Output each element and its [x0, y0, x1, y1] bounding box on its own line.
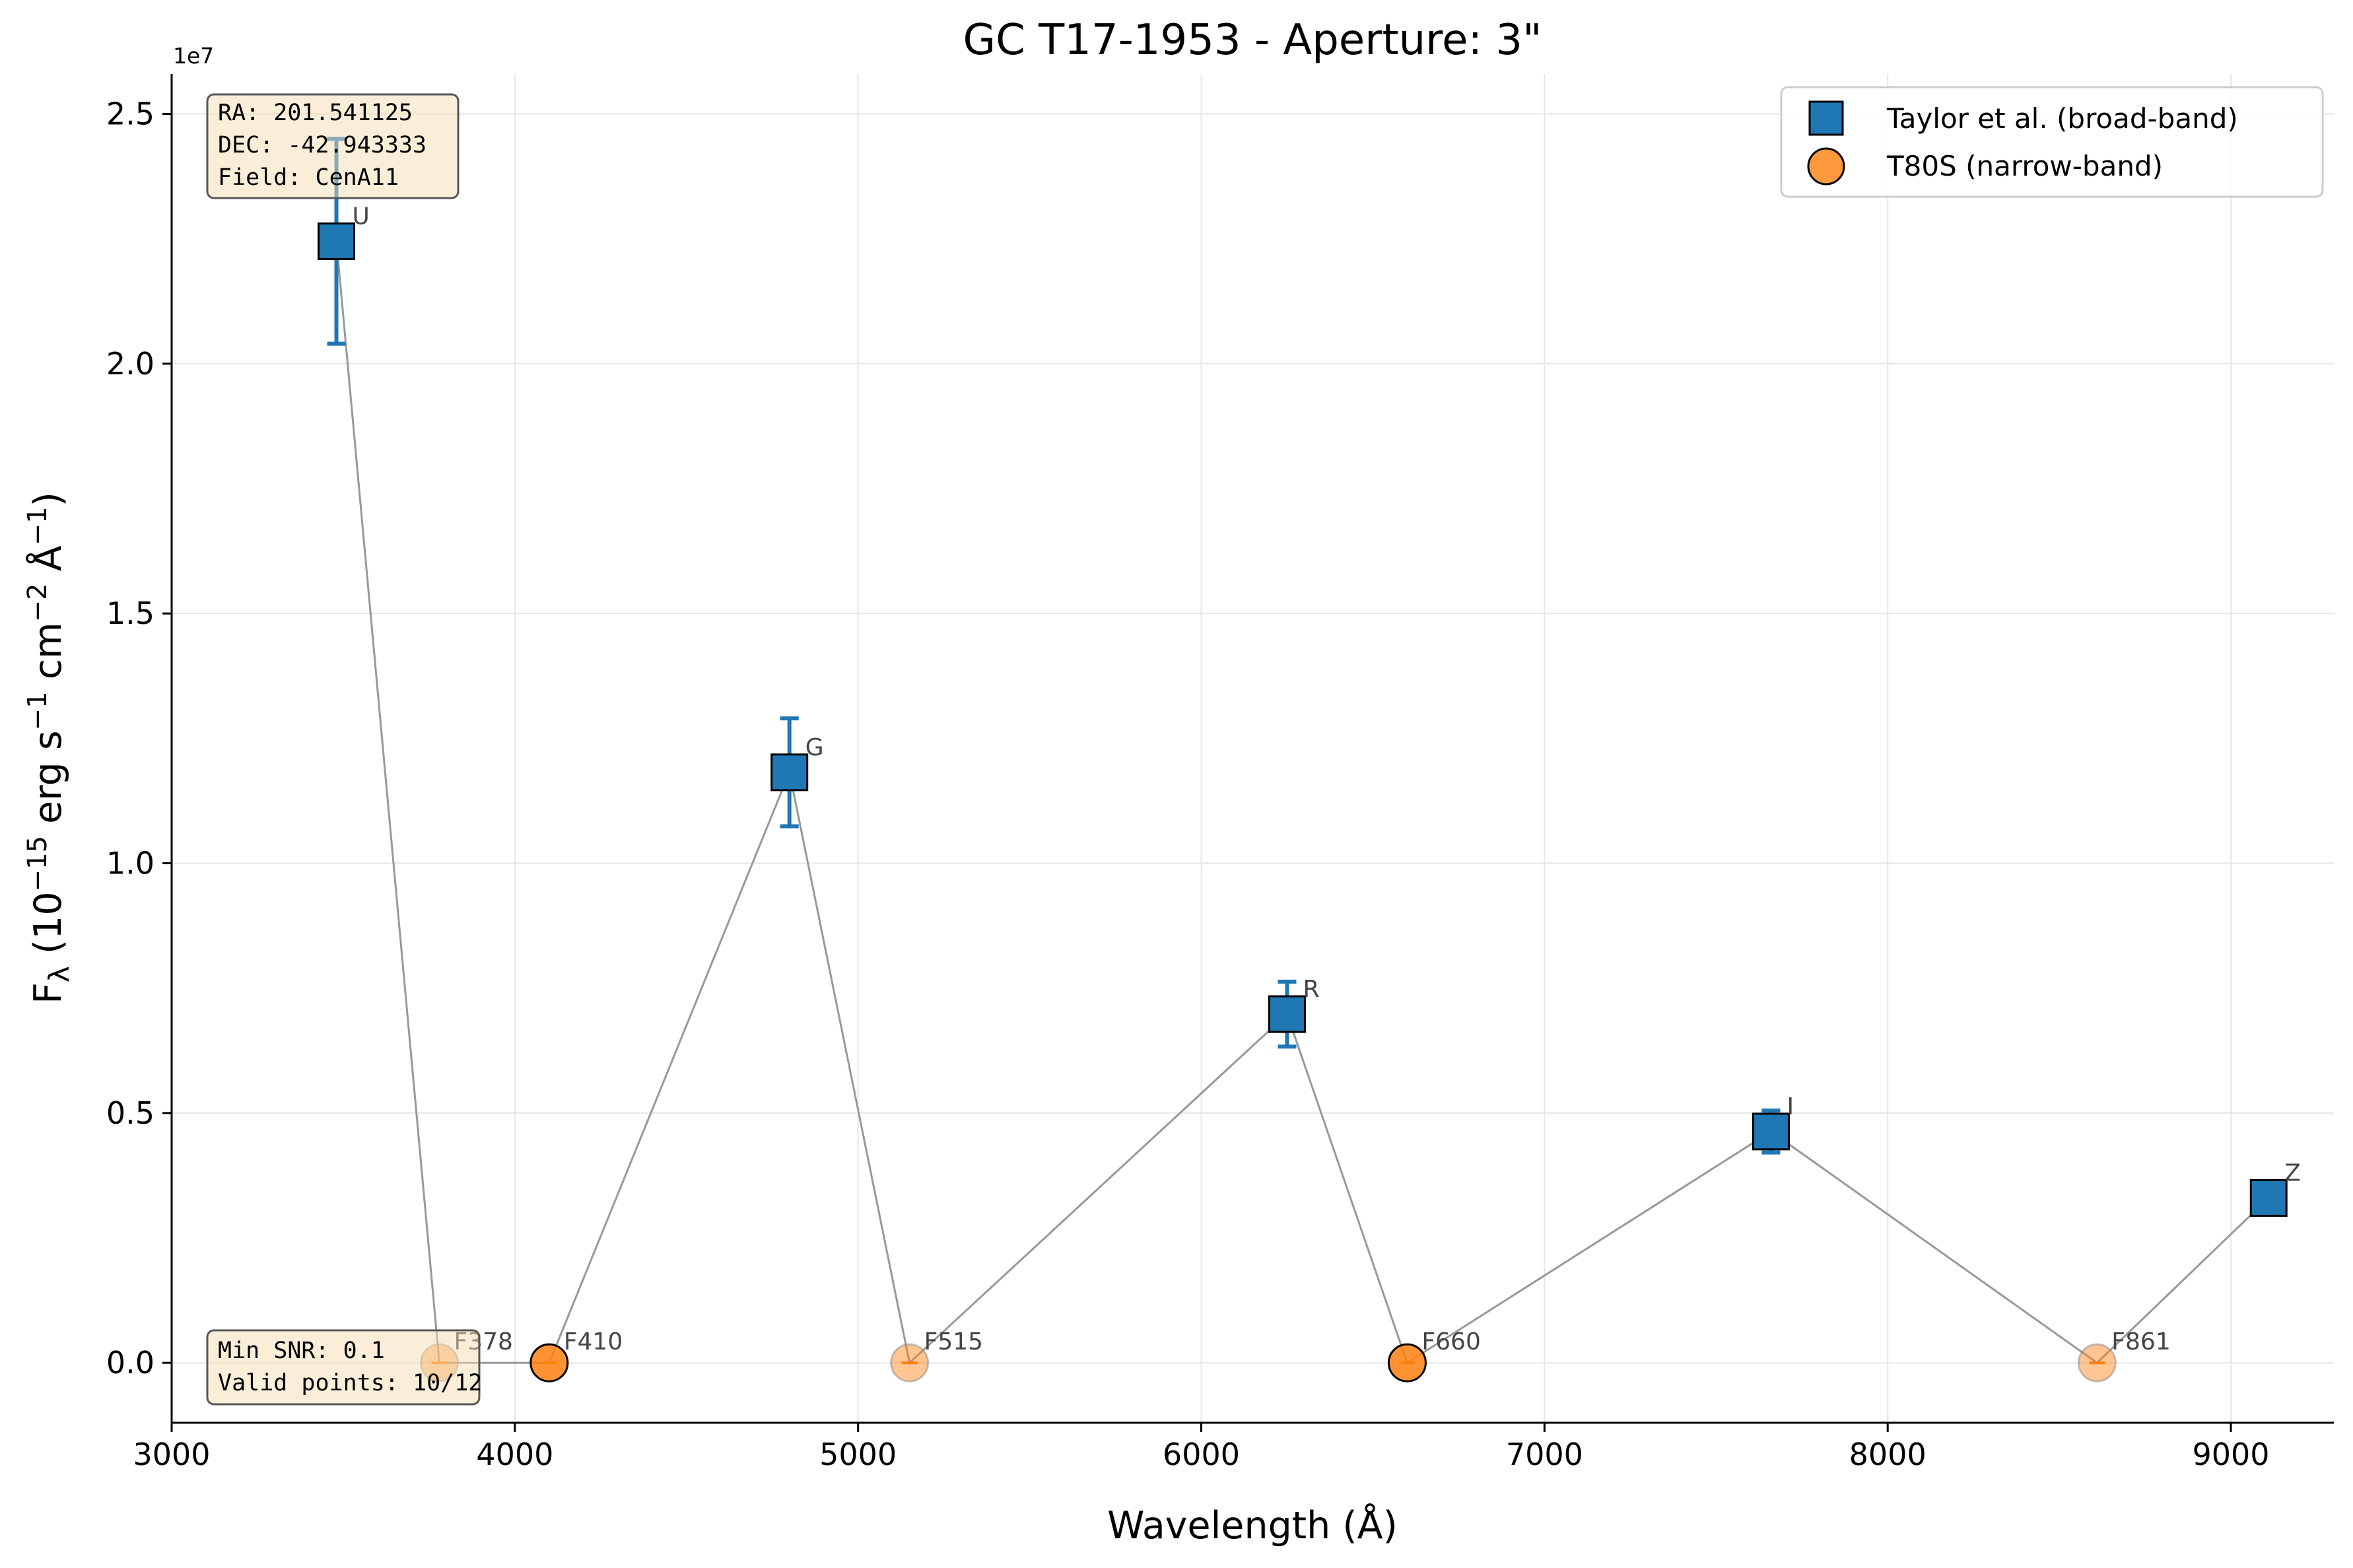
point-label-Z: Z: [2284, 1160, 2301, 1187]
broadband-point-I: [1752, 1112, 1790, 1151]
y-label-end: ): [26, 492, 70, 506]
point-label-F410: F410: [564, 1328, 623, 1355]
y-tick-label: 1.5: [106, 596, 154, 631]
info-field: Field: CenA11: [218, 164, 399, 191]
y-tick-label: 2.0: [106, 346, 154, 382]
info-box-bottom-frame: [206, 1329, 481, 1406]
legend-marker-t80s: [1807, 147, 1845, 186]
broadband-point-U: [318, 222, 356, 260]
y-label-exp2: −1: [22, 691, 53, 730]
broadband-point-G: [770, 753, 809, 792]
legend-label-taylor: Taylor et al. (broad-band): [1886, 102, 2238, 135]
y-label-sub: λ: [43, 966, 75, 982]
grid: [171, 74, 2334, 1423]
point-label-F660: F660: [1421, 1328, 1480, 1355]
x-tick-label: 6000: [1163, 1437, 1240, 1472]
x-tick-label: 8000: [1849, 1437, 1927, 1472]
y-tick-label: 1.0: [106, 846, 154, 881]
broadband-point-Z: [2249, 1179, 2288, 1217]
y-label-exp1: −15: [22, 836, 53, 891]
x-ticks: 3000 4000 5000 6000 7000 8000 9000: [133, 1423, 2270, 1472]
point-label-G: G: [805, 734, 824, 761]
info-dec: DEC: -42.943333: [218, 132, 426, 158]
x-tick-label: 3000: [133, 1437, 210, 1472]
x-tick-label: 9000: [2193, 1437, 2270, 1472]
y-label-rest: (10: [26, 891, 70, 966]
x-axis-label: Wavelength (Å): [1107, 1503, 1398, 1548]
info-min-snr: Min SNR: 0.1: [218, 1338, 385, 1364]
info-box-bottom: Min SNR: 0.1 Valid points: 10/12: [206, 1329, 482, 1406]
data-marks: [318, 137, 2288, 1382]
point-label-F515: F515: [924, 1328, 983, 1355]
y-tick-label: 2.5: [106, 96, 154, 132]
y-tick-label: 0.0: [106, 1345, 154, 1381]
broadband-point-R: [1268, 995, 1306, 1033]
point-label-U: U: [353, 203, 370, 230]
chart-title: GC T17-1953 - Aperture: 3": [963, 16, 1542, 65]
y-label-mid3: Å: [25, 545, 70, 583]
legend-marker-taylor: [1808, 100, 1844, 136]
info-box-top: RA: 201.541125 DEC: -42.943333 Field: Ce…: [206, 93, 460, 199]
y-offset-label: 1e7: [173, 43, 214, 69]
y-label-mid1: erg s: [26, 730, 70, 836]
point-label-F861: F861: [2111, 1328, 2170, 1355]
info-valid-points: Valid points: 10/12: [218, 1370, 482, 1396]
connecting-line: [335, 241, 2270, 1365]
y-ticks: 0.0 0.5 1.0 1.5 2.0 2.5: [106, 96, 172, 1381]
y-tick-label: 0.5: [106, 1095, 154, 1131]
info-ra: RA: 201.541125: [218, 100, 413, 126]
y-label-exp3: −2: [22, 583, 53, 622]
y-axis-label: Fλ (10−15 erg s−1 cm−2 Å−1): [22, 492, 75, 1004]
x-tick-label: 4000: [476, 1437, 553, 1472]
x-tick-label: 7000: [1506, 1437, 1583, 1472]
y-label-exp4: −1: [22, 506, 53, 545]
y-label-main: F: [26, 982, 70, 1004]
point-label-I: I: [1787, 1093, 1794, 1120]
x-tick-label: 5000: [819, 1437, 897, 1472]
info-box-top-frame: [206, 93, 460, 199]
legend-frame: [1780, 86, 2324, 198]
legend: Taylor et al. (broad-band) T80S (narrow-…: [1780, 86, 2324, 198]
legend-label-t80s: T80S (narrow-band): [1886, 150, 2163, 182]
y-label-mid2: cm: [26, 622, 70, 691]
point-label-R: R: [1303, 976, 1319, 1003]
